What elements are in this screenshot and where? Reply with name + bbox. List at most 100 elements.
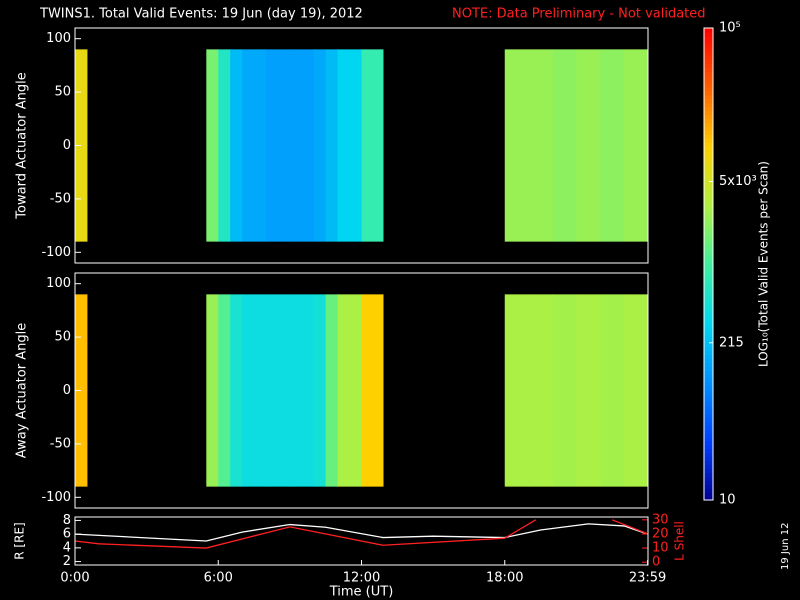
colorbar-swatch [704,417,713,422]
colorbar-swatch [704,75,713,80]
colorbar-swatch [704,248,713,253]
colorbar-swatch [704,138,713,143]
colorbar-swatch [704,236,713,241]
colorbar-swatch [704,413,713,418]
colorbar-swatch [704,476,713,481]
colorbar-label: LOG₁₀(Total Valid Events per Scan) [757,161,771,367]
colorbar-swatch [704,283,713,289]
colorbar-swatch [704,106,713,112]
axes-frame [74,516,649,566]
colorbar-swatch [704,220,713,226]
colorbar-swatch [704,366,713,371]
colorbar-swatch [704,83,713,88]
colorbar-swatch [704,472,713,477]
y-axis-label: Away Actuator Angle [15,323,30,458]
colorbar-swatch [704,35,713,41]
heat-cell [600,49,625,242]
colorbar-swatch [704,240,713,245]
colorbar-swatch [704,275,713,281]
colorbar-swatch [704,279,713,285]
colorbar-swatch [704,295,713,300]
colorbar-swatch [704,362,713,367]
colorbar-swatch [704,59,713,64]
colorbar-swatch [704,142,713,147]
colorbar-swatch [704,181,713,186]
colorbar-swatch [704,287,713,293]
y-tick-label: 4 [63,540,71,555]
colorbar-swatch [704,193,713,198]
colorbar-swatch [704,330,713,336]
y-tick-label: 6 [63,527,71,542]
heat-cell [337,49,362,242]
colorbar-swatch [704,189,713,194]
heat-cell [576,49,601,242]
colorbar-swatch [704,346,713,352]
colorbar-swatch [704,169,713,175]
heat-cell [337,294,362,487]
colorbar-swatch [704,370,713,375]
heat-cell [289,294,315,487]
colorbar-swatch [704,480,713,485]
y-tick-label: -50 [50,436,71,451]
colorbar-swatch [704,55,713,61]
y2-tick-label: 20 [652,526,669,541]
chart-title: TWINS1. Total Valid Events: 19 Jun (day … [39,7,363,22]
y-axis-label: Toward Actuator Angle [15,72,30,219]
y-tick-label: -100 [41,490,71,505]
colorbar-swatch [704,350,713,356]
colorbar-swatch [704,71,713,76]
line [74,523,649,542]
y2-tick-label: 10 [652,541,669,556]
colorbar-swatch [704,260,713,265]
colorbar-swatch [704,43,713,49]
colorbar-swatch [704,468,713,474]
colorbar-swatch [704,63,713,68]
heat-cell [504,49,530,242]
colorbar-tick-label: 10 [719,493,736,508]
colorbar-swatch [704,358,713,363]
heat-cell [504,294,530,487]
colorbar-swatch [704,185,713,190]
colorbar-swatch [704,393,713,399]
colorbar-swatch [704,354,713,359]
colorbar-swatch [704,197,713,202]
colorbar-swatch [704,201,713,206]
colorbar-swatch [704,307,713,312]
heat-cell [528,294,553,487]
y2-tick-label: 0 [652,555,660,570]
colorbar-swatch [704,385,713,391]
colorbar-swatch [704,31,713,37]
y-axis-label: R [RE] [13,522,27,559]
colorbar-swatch [704,382,713,387]
colorbar-swatch [704,405,713,411]
colorbar-swatch [704,161,713,167]
note: NOTE: Data Preliminary - Not validated [452,7,706,22]
heat-cell [361,49,384,242]
heat-cell [600,294,625,487]
colorbar-swatch [704,110,713,116]
colorbar-tick-label: 215 [719,335,744,350]
heat-cell [230,49,243,242]
heat-cell [325,294,339,487]
heat-cell [206,49,219,242]
heat-cell [242,294,267,487]
colorbar-swatch [704,102,713,108]
colorbar-swatch [704,149,713,155]
heat-cell [218,294,231,487]
heat-cell [266,294,291,487]
colorbar-swatch [704,488,713,493]
colorbar-swatch [704,94,713,100]
heat-cell [552,49,577,242]
colorbar-frame [703,27,714,501]
colorbar-swatch [704,87,713,92]
colorbar-swatch [704,492,713,497]
colorbar-swatch [704,374,713,379]
colorbar-swatch [704,433,713,438]
colorbar-swatch [704,484,713,489]
heat-cell [624,294,649,487]
colorbar-swatch [704,224,713,230]
colorbar-swatch [704,79,713,84]
colorbar-swatch [704,397,713,403]
colorbar-swatch [704,389,713,395]
